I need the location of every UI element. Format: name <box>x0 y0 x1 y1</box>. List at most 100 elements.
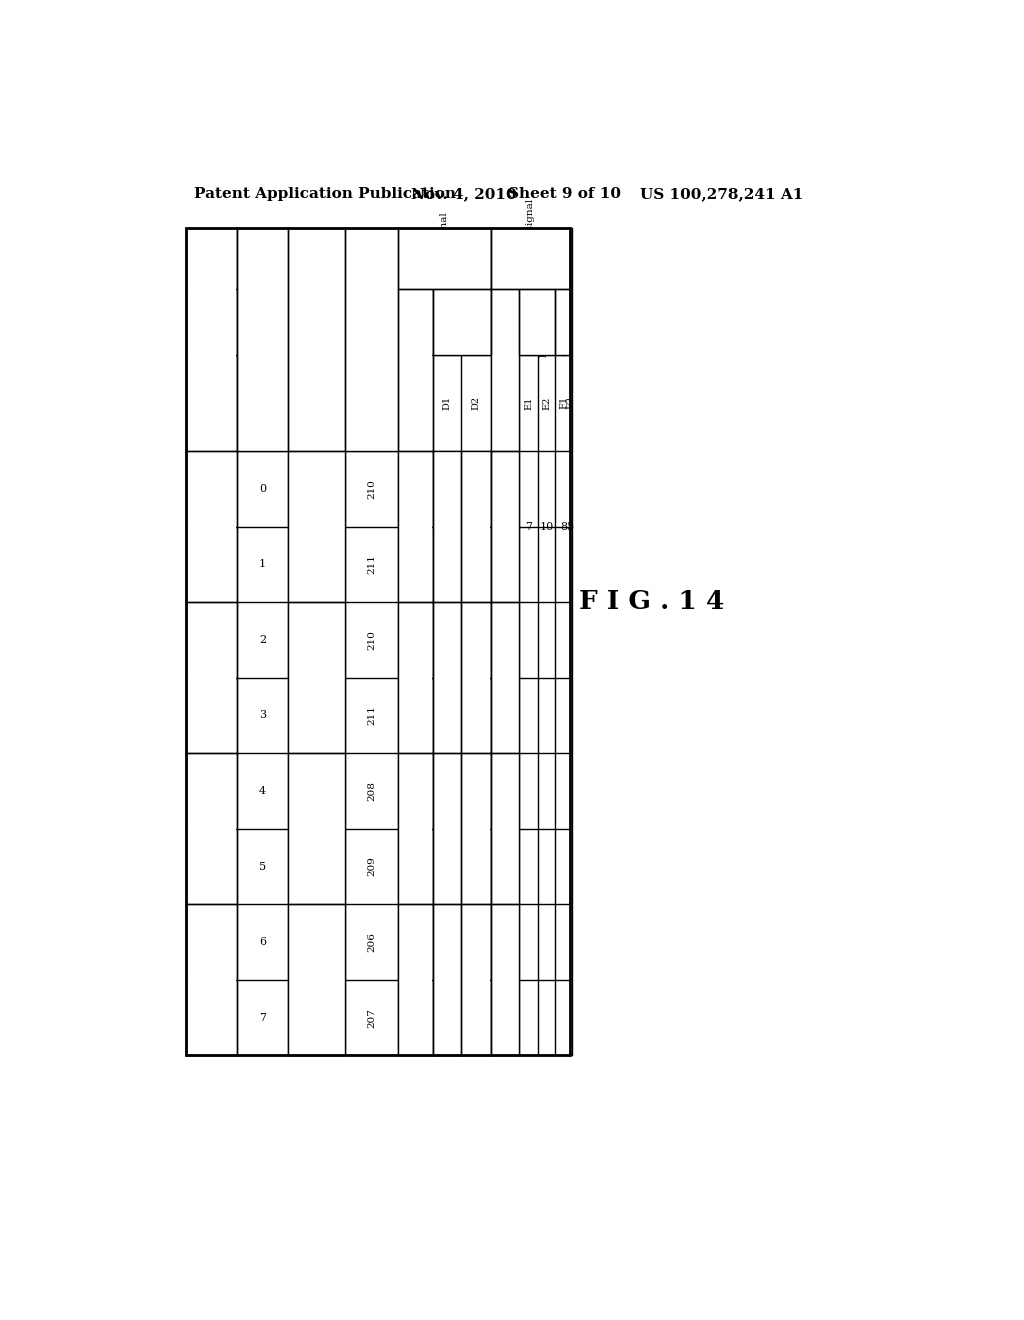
Text: 7: 7 <box>525 521 532 532</box>
Bar <box>461 451 490 602</box>
Bar <box>433 451 461 602</box>
Bar <box>520 289 555 355</box>
Text: 0: 0 <box>259 483 266 494</box>
Text: 5: 5 <box>259 862 266 871</box>
Bar <box>345 227 398 451</box>
Text: E1: E1 <box>524 396 534 409</box>
Bar <box>432 289 490 355</box>
Bar <box>186 451 237 602</box>
Text: Nov. 4, 2010: Nov. 4, 2010 <box>411 187 516 201</box>
Text: 206: 206 <box>368 932 376 952</box>
Text: 105: 105 <box>312 516 322 536</box>
Bar <box>398 289 432 451</box>
Text: 210: 210 <box>368 630 376 649</box>
Text: Sheet 9 of 10: Sheet 9 of 10 <box>508 187 621 201</box>
Text: US 100,278,241 A1: US 100,278,241 A1 <box>640 187 803 201</box>
Text: 3: 3 <box>443 824 451 834</box>
Text: Reference
field number: Reference field number <box>361 308 382 371</box>
Bar <box>462 451 490 602</box>
Text: 2: 2 <box>259 635 266 645</box>
Bar <box>186 904 237 1056</box>
Text: 1: 1 <box>208 673 215 682</box>
Text: 208: 208 <box>368 781 376 801</box>
Bar <box>399 289 432 451</box>
Text: 5: 5 <box>567 521 574 532</box>
Bar <box>237 227 289 451</box>
Bar <box>462 602 490 754</box>
Bar <box>186 754 237 904</box>
Text: D2: D2 <box>471 396 480 411</box>
Text: 1: 1 <box>412 521 419 532</box>
Text: 209: 209 <box>368 857 376 876</box>
Bar <box>289 754 345 904</box>
Bar <box>186 451 237 602</box>
Text: 46: 46 <box>469 975 483 985</box>
Bar <box>432 602 461 754</box>
Text: 4: 4 <box>259 785 266 796</box>
Text: Frame index: Frame index <box>207 306 216 372</box>
Bar <box>490 289 519 451</box>
Text: Predictive
paramenter Cr: Predictive paramenter Cr <box>553 288 572 356</box>
Bar <box>490 904 519 1056</box>
Bar <box>461 602 490 754</box>
Bar <box>398 228 490 289</box>
Bar <box>289 904 345 1056</box>
Bar <box>398 754 432 904</box>
Text: F I G . 1 4: F I G . 1 4 <box>579 589 724 614</box>
Bar <box>399 228 490 289</box>
Bar <box>289 904 345 1056</box>
Bar <box>289 227 345 451</box>
Bar <box>399 754 432 904</box>
Bar <box>186 227 237 451</box>
Bar <box>289 754 345 904</box>
Text: Luminance signal: Luminance signal <box>440 213 450 305</box>
Text: F2: F2 <box>566 396 575 409</box>
Bar <box>186 754 237 904</box>
Bar <box>462 754 490 904</box>
Bar <box>519 289 555 355</box>
Bar <box>186 602 237 754</box>
Text: 1: 1 <box>412 824 419 834</box>
Bar <box>399 904 432 1056</box>
Bar <box>289 451 345 602</box>
Bar <box>492 754 519 904</box>
Bar <box>186 602 237 754</box>
Bar <box>399 451 432 602</box>
Bar <box>490 754 519 904</box>
Text: 0: 0 <box>208 521 215 532</box>
Bar <box>289 602 345 754</box>
Text: 2: 2 <box>208 824 215 834</box>
Text: Color difference signal: Color difference signal <box>525 198 535 318</box>
Text: Field index: Field index <box>258 310 267 368</box>
Bar <box>432 904 461 1056</box>
Text: 7: 7 <box>259 1012 266 1023</box>
Text: F1: F1 <box>559 396 568 409</box>
Text: 8: 8 <box>560 521 567 532</box>
Bar <box>555 289 569 355</box>
Text: 211: 211 <box>368 705 376 726</box>
Bar <box>398 904 432 1056</box>
Text: 50: 50 <box>469 824 483 834</box>
Text: 0: 0 <box>412 673 419 682</box>
Text: 30: 30 <box>469 521 483 532</box>
Bar <box>432 451 461 602</box>
Text: Flag: Flag <box>411 359 420 381</box>
Bar <box>186 227 237 451</box>
Text: 1: 1 <box>259 560 266 569</box>
Bar <box>398 451 432 602</box>
Text: 0: 0 <box>502 975 509 985</box>
Text: 105: 105 <box>312 668 322 688</box>
Bar <box>186 228 569 1056</box>
Text: 104: 104 <box>312 818 322 838</box>
Bar <box>289 602 345 754</box>
Text: 103: 103 <box>312 970 322 990</box>
Text: 207: 207 <box>368 1007 376 1027</box>
Bar <box>433 754 461 904</box>
Bar <box>433 289 490 355</box>
Text: 0: 0 <box>502 824 509 834</box>
Bar <box>461 754 490 904</box>
Text: Patent Application Publication: Patent Application Publication <box>194 187 456 201</box>
Bar <box>555 289 569 355</box>
Text: 3: 3 <box>208 975 215 985</box>
Bar <box>345 227 398 451</box>
